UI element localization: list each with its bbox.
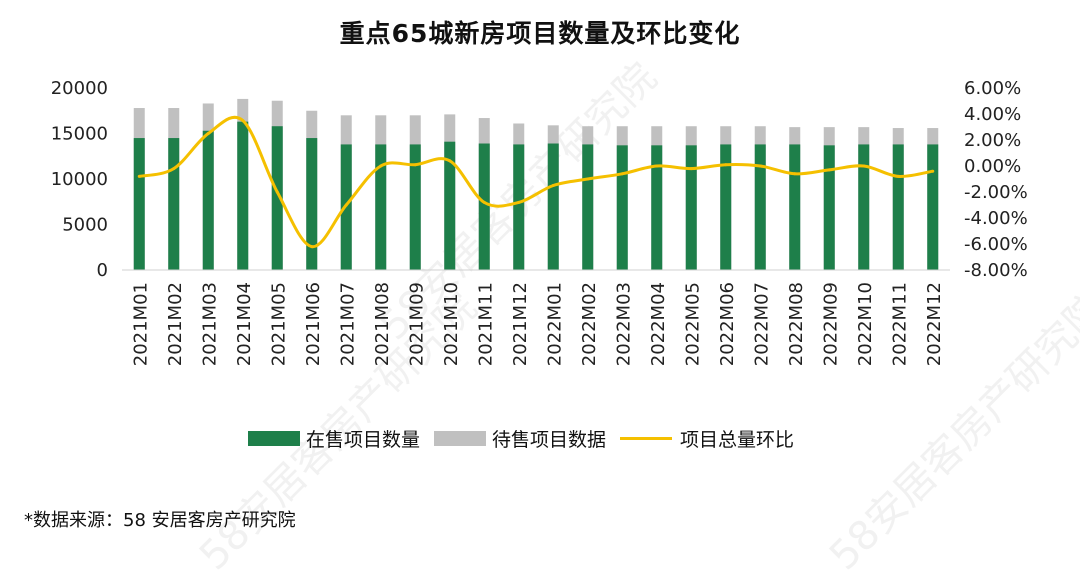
line-mom-point [724,163,728,167]
bar-onsale [685,145,697,270]
line-mom-point [551,184,555,187]
line-mom-point [931,169,935,173]
line-mom-point [655,164,659,168]
x-axis-tick-label: 2022M11 [889,282,910,366]
x-axis-tick-label: 2022M12 [924,282,945,366]
line-mom-point [172,167,176,171]
x-axis-tick-label: 2022M01 [544,282,565,366]
bar-onsale [754,144,766,270]
line-mom-point [275,190,279,194]
left-axis-tick-label: 0 [97,260,108,281]
line-mom-point [689,167,693,171]
x-axis-tick-label: 2021M12 [510,282,531,366]
x-axis-tick-label: 2022M10 [855,282,876,366]
line-mom-point [517,200,521,204]
bar-onsale [892,144,904,270]
left-axis-tick-label: 20000 [51,78,108,99]
x-axis-tick-label: 2022M09 [820,282,841,366]
x-axis-tick-label: 2021M03 [199,282,220,366]
legend-label-pending: 待售项目数据 [492,428,607,451]
source-note: *数据来源：58 安居客房产研究院 [24,510,296,531]
bar-onsale [271,126,283,270]
x-axis-tick-label: 2021M11 [475,282,496,366]
legend-item-onsale: 在售项目数量 [248,425,420,452]
legend-item-mom: 项目总量环比 [620,425,794,452]
bar-onsale [547,143,559,270]
line-mom-point [793,172,797,176]
right-axis-tick-label: 0.00% [964,156,1021,177]
bar-onsale [651,145,663,270]
bar-onsale [237,121,249,270]
bar-onsale [858,144,870,270]
line-mom-point [310,245,314,249]
bar-onsale [789,144,801,270]
line-mom-point [206,132,210,135]
bar-onsale [375,144,387,270]
legend-swatch-mom [620,436,673,440]
x-axis-tick-label: 2021M01 [130,282,151,366]
line-mom-point [413,163,417,167]
line-mom [138,115,934,249]
line-mom-point [620,172,624,176]
line-mom-point [482,200,486,204]
legend-label-mom: 项目总量环比 [680,428,795,451]
line-mom-point [137,174,141,178]
right-axis-tick-label: -2.00% [964,182,1028,203]
chart-area: 0 5000 10000 15000 20000 -8.00% -6.00% -4.00% -2… [51,78,1028,366]
bar-onsale [444,141,456,270]
x-axis-tick-label: 2022M02 [579,282,600,366]
legend: 在售项目数量 待售项目数据 项目总量环比 [248,424,808,452]
right-axis-tick-label: 4.00% [964,104,1021,125]
bar-onsale [306,138,318,270]
x-axis-tick-label: 2021M09 [406,282,427,366]
line-mom-point [379,164,383,168]
x-axis-tick-label: 2022M03 [613,282,634,366]
x-axis-tick-label: 2021M08 [372,282,393,366]
line-mom-point [862,164,866,168]
x-axis-tick-label: 2022M08 [786,282,807,366]
bar-onsale [616,145,628,270]
line-mom-point [241,119,245,122]
bar-onsale [202,130,214,270]
x-axis-tick-label: 2022M07 [751,282,772,366]
left-axis-tick-label: 5000 [62,215,108,236]
line-mom-point [827,168,831,172]
bar-onsale [582,144,594,270]
x-axis-tick-label: 2022M06 [717,282,738,366]
bar-onsale [168,138,180,270]
line-mom-point [448,159,452,163]
x-axis-tick-label: 2021M10 [441,282,462,366]
bar-onsale [133,138,145,270]
bar-onsale [927,144,939,270]
x-axis-tick-label: 2022M04 [648,282,669,366]
left-axis-tick-label: 15000 [51,124,108,145]
x-axis-tick-label: 2022M05 [682,282,703,366]
x-axis-tick-label: 2021M05 [268,282,289,366]
bar-onsale [720,144,732,270]
right-axis-tick-label: 2.00% [964,130,1021,151]
legend-swatch-pending [434,430,487,446]
right-axis-tick-label: -6.00% [964,234,1028,255]
line-mom-point [586,177,590,181]
legend-label-onsale: 在售项目数量 [306,428,421,451]
legend-item-pending: 待售项目数据 [434,425,606,452]
bar-onsale [409,144,421,270]
bar-onsale [513,144,525,270]
x-axis-tick-label: 2021M07 [337,282,358,366]
right-axis-tick-label: -8.00% [964,260,1028,281]
x-axis-tick-label: 2021M02 [165,282,186,366]
bar-onsale [478,143,490,270]
left-axis-tick-label: 10000 [51,169,108,190]
line-mom-point [758,164,762,168]
bar-onsale [823,145,835,270]
right-axis-tick-label: 6.00% [964,78,1021,99]
chart-title: 重点65城新房项目数量及环比变化 [339,19,741,48]
line-mom-point [344,203,348,207]
line-mom-point [896,174,900,178]
right-axis-tick-label: -4.00% [964,208,1028,229]
x-axis-tick-label: 2021M04 [234,282,255,366]
x-axis-tick-label: 2021M06 [303,282,324,366]
legend-swatch-onsale [248,430,300,446]
